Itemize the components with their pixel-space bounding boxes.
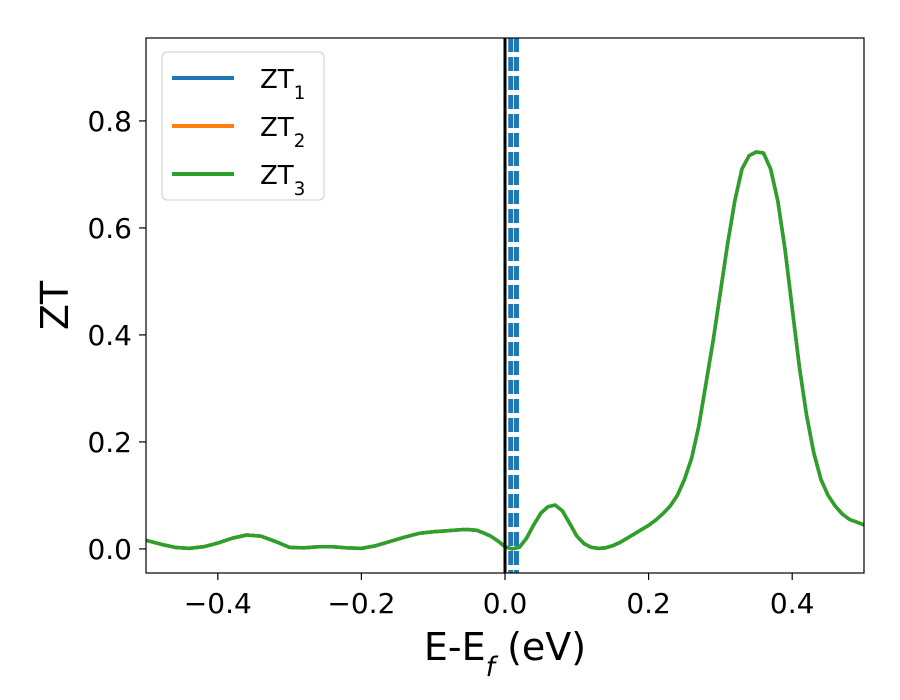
legend-box bbox=[161, 51, 325, 201]
series-line-3 bbox=[146, 150, 864, 551]
legend: ZT1 ZT2 ZT3 bbox=[161, 51, 325, 201]
x-tick-label: −0.4 bbox=[184, 587, 252, 620]
x-tick-label: 0.4 bbox=[770, 587, 815, 620]
x-tick-label: −0.2 bbox=[327, 587, 395, 620]
y-tick-label: 0.0 bbox=[87, 533, 132, 566]
y-axis-title: ZT bbox=[33, 280, 77, 330]
y-tick-label: 0.8 bbox=[87, 105, 132, 138]
plot-area bbox=[146, 38, 864, 573]
x-axis: −0.4 −0.2 0.0 0.2 0.4 bbox=[184, 573, 815, 620]
legend-label: ZT2 bbox=[260, 113, 305, 152]
x-tick-label: 0.0 bbox=[483, 587, 528, 620]
legend-label: ZT3 bbox=[260, 161, 305, 200]
y-tick-label: 0.4 bbox=[87, 319, 132, 352]
y-tick-label: 0.2 bbox=[87, 426, 132, 459]
x-tick-label: 0.2 bbox=[626, 587, 671, 620]
legend-label: ZT1 bbox=[260, 65, 305, 104]
x-axis-title: E-Ef (eV) bbox=[424, 625, 586, 683]
y-tick-label: 0.6 bbox=[87, 212, 132, 245]
y-axis: 0.0 0.2 0.4 0.6 0.8 bbox=[87, 105, 146, 566]
